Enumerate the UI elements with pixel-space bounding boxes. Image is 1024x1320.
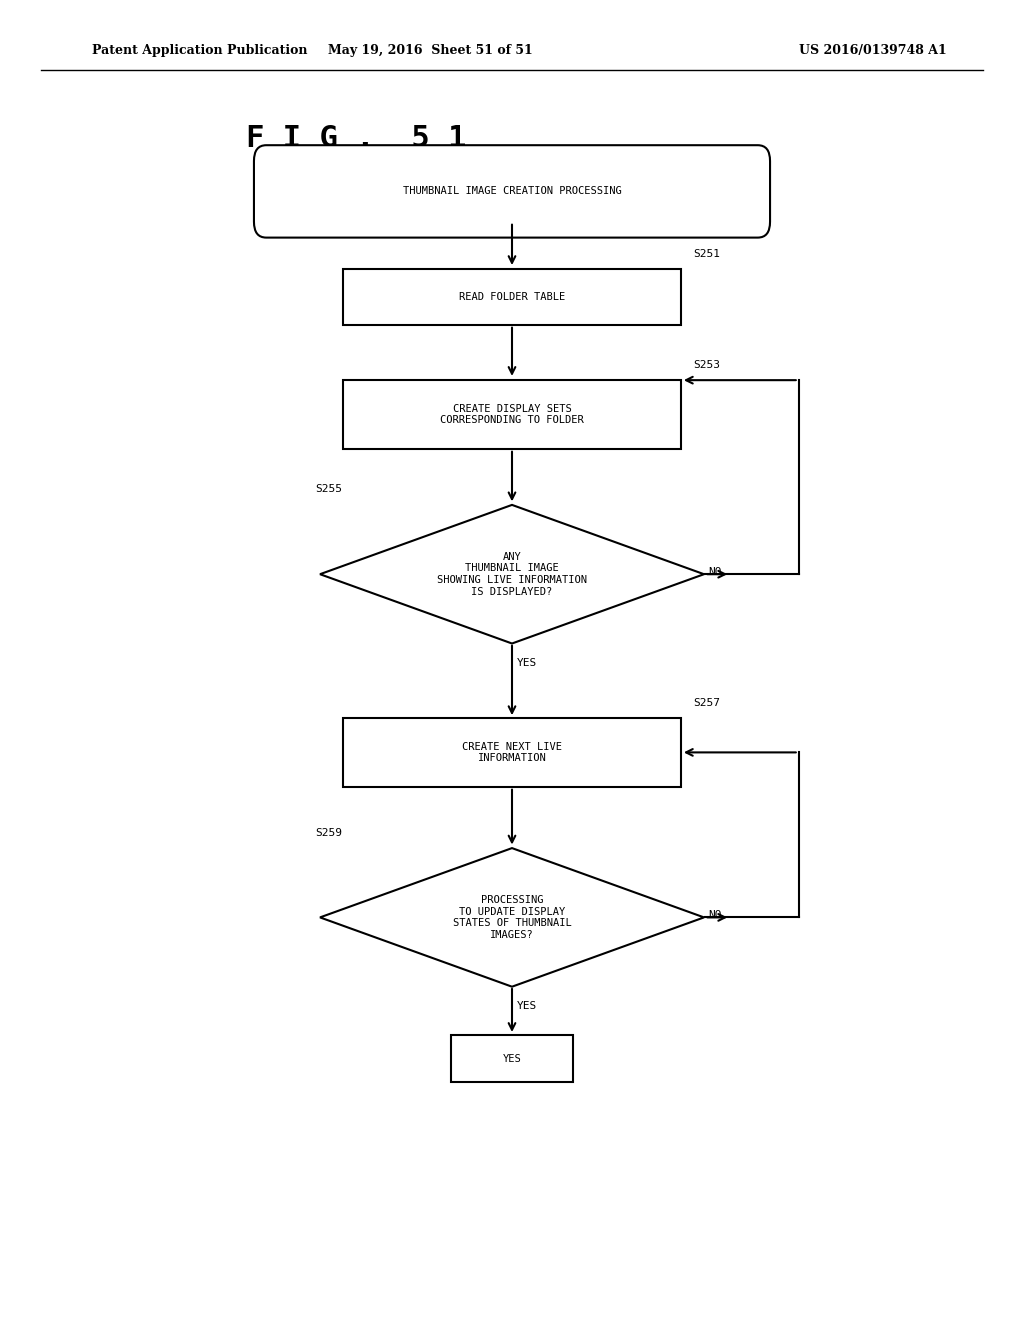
Text: S251: S251 xyxy=(693,248,720,259)
Text: YES: YES xyxy=(503,1053,521,1064)
Text: US 2016/0139748 A1: US 2016/0139748 A1 xyxy=(799,44,946,57)
Text: NO: NO xyxy=(709,909,722,920)
Text: PROCESSING
TO UPDATE DISPLAY
STATES OF THUMBNAIL
IMAGES?: PROCESSING TO UPDATE DISPLAY STATES OF T… xyxy=(453,895,571,940)
Polygon shape xyxy=(319,849,705,987)
FancyBboxPatch shape xyxy=(451,1035,573,1082)
Text: CREATE DISPLAY SETS
CORRESPONDING TO FOLDER: CREATE DISPLAY SETS CORRESPONDING TO FOL… xyxy=(440,404,584,425)
Text: YES: YES xyxy=(517,657,538,668)
FancyBboxPatch shape xyxy=(254,145,770,238)
FancyBboxPatch shape xyxy=(343,718,681,787)
Text: CREATE NEXT LIVE
INFORMATION: CREATE NEXT LIVE INFORMATION xyxy=(462,742,562,763)
Polygon shape xyxy=(319,506,705,644)
Text: S253: S253 xyxy=(693,359,720,370)
Text: READ FOLDER TABLE: READ FOLDER TABLE xyxy=(459,292,565,302)
Text: Patent Application Publication: Patent Application Publication xyxy=(92,44,307,57)
Text: F I G .  5 1: F I G . 5 1 xyxy=(246,124,466,153)
Text: THUMBNAIL IMAGE CREATION PROCESSING: THUMBNAIL IMAGE CREATION PROCESSING xyxy=(402,186,622,197)
FancyBboxPatch shape xyxy=(343,380,681,449)
Text: ANY
THUMBNAIL IMAGE
SHOWING LIVE INFORMATION
IS DISPLAYED?: ANY THUMBNAIL IMAGE SHOWING LIVE INFORMA… xyxy=(437,552,587,597)
Text: S255: S255 xyxy=(315,484,342,495)
Text: NO: NO xyxy=(709,566,722,577)
Text: S259: S259 xyxy=(315,828,342,838)
Text: S257: S257 xyxy=(693,697,720,708)
Text: YES: YES xyxy=(517,1001,538,1011)
Text: May 19, 2016  Sheet 51 of 51: May 19, 2016 Sheet 51 of 51 xyxy=(328,44,532,57)
FancyBboxPatch shape xyxy=(343,269,681,325)
